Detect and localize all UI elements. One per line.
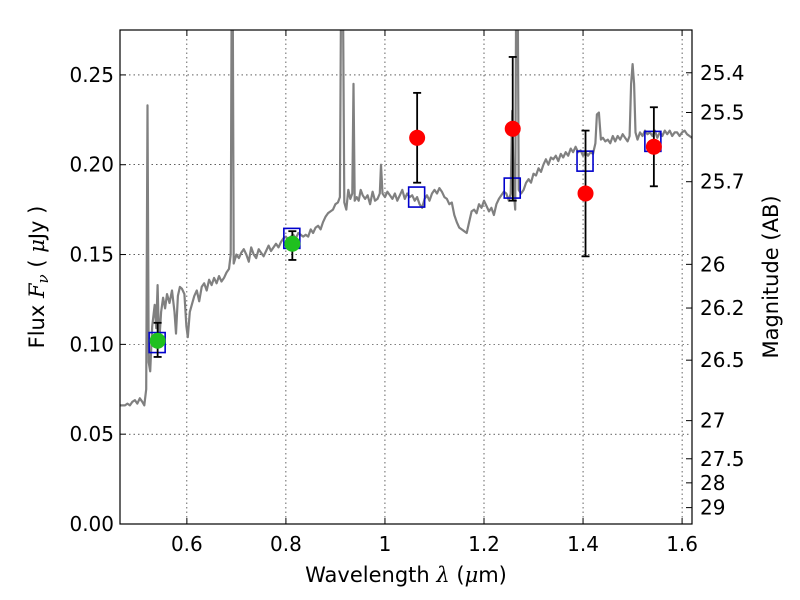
x-tick-label: 0.8 (270, 532, 302, 556)
x-axis-label: Wavelength λ (μm) (305, 563, 507, 587)
mag-tick-label: 26.5 (700, 348, 745, 372)
nir-detection-point (504, 120, 521, 137)
mag-tick-label: 26.2 (700, 296, 745, 320)
x-tick-label: 1.6 (666, 532, 698, 556)
mag-tick-label: 27 (700, 409, 725, 433)
x-tick-label: 1.2 (468, 532, 500, 556)
model-spectrum-line (120, 30, 692, 407)
y2-axis-label: Magnitude (AB) (759, 195, 783, 358)
mag-tick-label: 25.4 (700, 61, 745, 85)
plot-frame (119, 29, 693, 525)
nir-detection-point (577, 185, 594, 202)
mag-tick-label: 26 (700, 252, 725, 276)
y-tick-label: 0.00 (69, 512, 114, 536)
nir-detection-point (409, 129, 426, 146)
y-tick-label: 0.05 (69, 422, 114, 446)
x-tick-label: 0.6 (171, 532, 203, 556)
data-markers-layer (148, 56, 662, 358)
x-tick-label: 1 (379, 532, 392, 556)
axis-ticks: 0.6 0.8 1 1.2 1.4 1.6 0.00 0.05 0.10 0.15 0.20 0.25… (69, 30, 745, 556)
nir-detection-point (645, 138, 662, 155)
mag-tick-label: 29 (700, 496, 725, 520)
y-tick-label: 0.20 (69, 153, 114, 177)
model-spectrum-layer (120, 30, 692, 407)
mag-tick-label: 28 (700, 471, 725, 495)
mag-tick-label: 25.5 (700, 100, 745, 124)
y-tick-label: 0.15 (69, 243, 114, 267)
optical-detection-point (149, 332, 166, 349)
y-tick-label: 0.10 (69, 332, 114, 356)
optical-detection-point (284, 235, 301, 252)
model-photometry-square (407, 186, 426, 208)
y-axis-label: Flux Fν ( μJy ) (25, 206, 52, 349)
mag-tick-label: 27.5 (700, 447, 745, 471)
x-tick-label: 1.4 (567, 532, 599, 556)
mag-tick-label: 25.7 (700, 170, 745, 194)
y-tick-label: 0.25 (69, 63, 114, 87)
